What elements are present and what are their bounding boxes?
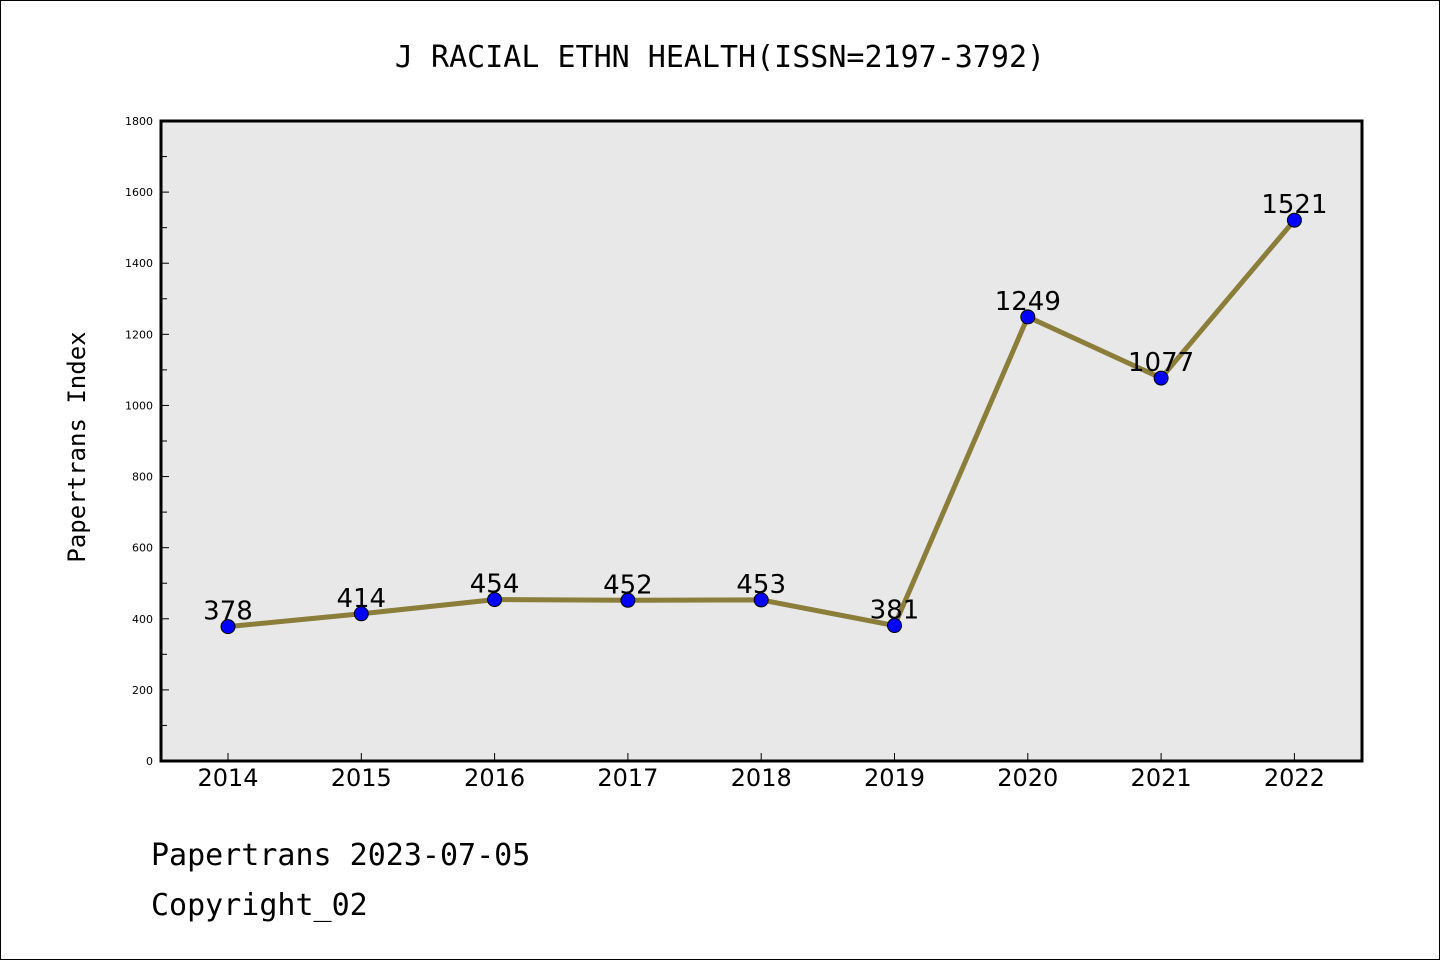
x-tick-label: 2015 (331, 764, 392, 792)
data-point (753, 592, 769, 608)
y-tick-label: 1600 (125, 186, 153, 199)
data-label: 1249 (995, 287, 1061, 317)
x-tick-label: 2014 (197, 764, 258, 792)
data-label: 452 (603, 570, 653, 600)
y-tick-label: 200 (132, 684, 153, 697)
data-point (1286, 212, 1302, 228)
chart-title: J RACIAL ETHN HEALTH(ISSN=2197-3792) (395, 40, 1045, 75)
footer-copyright: Copyright_02 (151, 888, 368, 923)
data-label: 378 (203, 597, 253, 627)
y-tick-label: 0 (146, 755, 153, 768)
data-point (620, 592, 636, 608)
footer-date: Papertrans 2023-07-05 (151, 838, 530, 873)
data-point (353, 606, 369, 622)
x-ticks: 2014 2015 2016 2017 2018 2019 2020 2021 2022 (197, 753, 1325, 792)
x-tick-label: 2022 (1264, 764, 1325, 792)
data-label: 454 (470, 570, 520, 600)
data-point (220, 619, 236, 635)
x-tick-label: 2016 (464, 764, 525, 792)
y-tick-label: 1200 (125, 328, 153, 341)
y-tick-label: 600 (132, 542, 153, 555)
series-points (220, 212, 1302, 635)
x-tick-label: 2017 (597, 764, 658, 792)
plot-area (159, 119, 1364, 763)
y-tick-label: 800 (132, 471, 153, 484)
data-point (887, 618, 902, 634)
data-point (487, 592, 503, 608)
data-point (1153, 370, 1169, 386)
data-labels: 378 414 454 452 453 381 1249 1077 1521 (203, 190, 1327, 626)
y-tick-label: 1000 (125, 399, 153, 412)
data-point (1020, 309, 1036, 325)
x-tick-label: 2019 (864, 764, 925, 792)
x-tick-label: 2021 (1131, 764, 1192, 792)
y-tick-label: 1400 (125, 257, 153, 270)
data-label: 1521 (1261, 190, 1327, 220)
data-label: 414 (336, 584, 386, 614)
data-label: 453 (736, 570, 786, 600)
y-tick-label: 1800 (125, 115, 153, 128)
data-label: 381 (870, 596, 920, 626)
x-tick-label: 2018 (731, 764, 792, 792)
data-label: 1077 (1128, 348, 1194, 378)
x-tick-label: 2020 (997, 764, 1058, 792)
y-ticks: 0 200 400 600 800 1000 1200 1400 1600 1800 (125, 115, 169, 768)
y-tick-label: 400 (132, 613, 153, 626)
y-axis-label: Papertrans Index (63, 331, 91, 562)
